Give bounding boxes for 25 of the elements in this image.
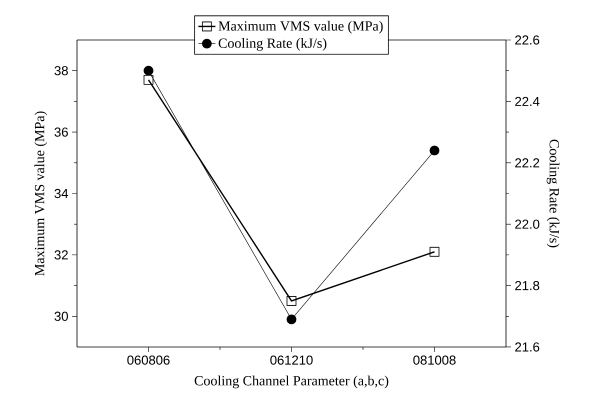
y2-tick-label: 21.8	[515, 280, 540, 290]
legend-label: Cooling Rate (kJ/s)	[218, 38, 326, 51]
point	[430, 246, 440, 257]
y-tick-label: 30	[54, 312, 68, 321]
legend-label: Maximum VMS value (MPa)	[218, 20, 383, 34]
x-tick-label: 061210	[270, 356, 313, 365]
point	[286, 314, 296, 324]
point	[144, 75, 154, 85]
y-tick-label: 38	[54, 66, 68, 76]
y2-tick-label: 22.4	[515, 96, 540, 106]
y-axis-title: Maximum VMS value (MPa)	[34, 111, 48, 276]
y2-tick-label: 21.6	[515, 342, 540, 352]
x-tick-label: 060806	[127, 356, 170, 365]
y-tick-label: 32	[54, 250, 68, 260]
point	[286, 296, 296, 306]
y-tick-label: 34	[54, 188, 68, 198]
y2-tick-label: 22.6	[515, 35, 540, 45]
x-axis-title: Cooling Channel Parameter (a,b,c)	[194, 376, 388, 388]
y-tick-label: 36	[54, 127, 68, 137]
x-tick-label: 081008	[413, 356, 456, 365]
point	[430, 146, 440, 156]
y2-tick-label: 22.0	[515, 220, 540, 229]
y2-axis-title: Cooling Rate (kJ/s)	[546, 140, 560, 248]
point	[144, 66, 154, 76]
y2-tick-label: 22.2	[515, 158, 540, 168]
